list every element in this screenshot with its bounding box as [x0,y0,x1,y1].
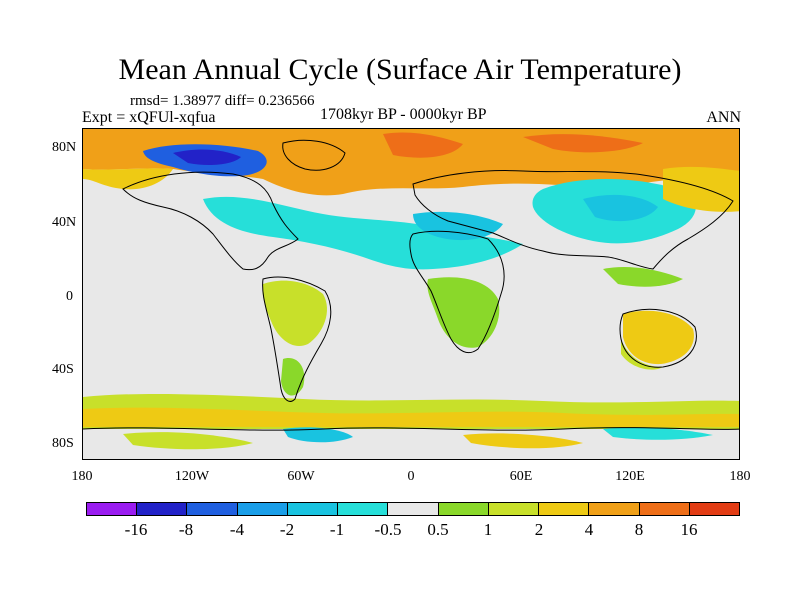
pacific-warm-band [663,166,739,212]
antarctica-cool-east [603,427,713,440]
coast-australia [619,308,697,368]
antarctica-mixed [83,429,739,459]
temperature-anomaly-map [83,129,739,459]
colorbar-swatch [689,503,740,515]
colorbar-label: 16 [680,520,698,539]
lon-label-60e: 60E [509,469,533,484]
indonesia-green [603,267,683,287]
colorbar-label: 4 [584,520,594,539]
coast-south-america [262,276,332,402]
map-panel [82,128,740,460]
colorbar-swatch [237,503,288,515]
colorbar-swatch [589,503,640,515]
lon-label-60w: 60W [287,469,315,484]
australia-green-edge [621,339,663,370]
lon-label-120w: 120W [174,469,210,484]
figure-title: Mean Annual Cycle (Surface Air Temperatu… [118,53,682,86]
mideast-cool-region [413,211,503,241]
africa-warm [427,277,500,348]
colorbar-swatch [137,503,188,515]
colorbar-label: 1 [483,520,493,539]
colorbar-label: -2 [279,520,295,539]
coast-eurasia [412,170,734,270]
southern-ocean-yellow [83,407,739,427]
colorbar-swatch [338,503,389,515]
south-america-warm [262,280,328,347]
coastlines [83,139,739,431]
lat-label-40n: 40N [52,215,77,230]
antarctica-cool-patch [283,427,353,443]
colorbar-swatch [287,503,339,515]
asia-cooler-core [583,194,658,222]
colorbar-label: 2 [534,520,544,539]
north-pacific-yellow [83,168,173,190]
colorbar-swatch [539,503,590,515]
colorbar-swatch [187,503,238,515]
canada-very-cold-core [173,149,241,165]
colorbar-label: 0.5 [427,520,449,539]
stats-label: rmsd= 1.38977 diff= 0.236566 [130,93,315,109]
lon-label-0: 0 [407,469,415,484]
colorbar-swatch [438,503,489,515]
colorbar [86,502,740,516]
lon-label-180e: 180 [729,469,751,484]
lat-label-80s: 80S [52,436,74,451]
antarctica-warm-patch [123,432,253,450]
colorbar-swatch [388,503,439,515]
coast-antarctica [83,427,739,431]
colorbar-label: -0.5 [374,520,402,539]
lat-label-0: 0 [66,289,73,304]
experiment-label: Expt = xQFUl-xqfua [82,109,216,126]
colorbar-label: -16 [124,520,148,539]
coast-north-america [122,171,299,271]
colorbar-swatch [87,503,138,515]
lon-label-120e: 120E [615,469,645,484]
season-label: ANN [706,109,741,126]
colorbar-label: -8 [178,520,194,539]
coast-africa [409,230,505,354]
colorbar-label: -1 [329,520,345,539]
lat-label-80n: 80N [52,140,77,155]
lon-label-180w: 180 [71,469,93,484]
period-label: 1708kyr BP - 0000kyr BP [320,106,487,123]
colorbar-swatch [639,503,690,515]
arctic-hot-spot [383,132,463,158]
colorbar-label: 8 [634,520,644,539]
siberia-hot-spot [523,134,643,153]
australia-warm [623,310,694,365]
colorbar-label: -4 [229,520,245,539]
coast-greenland [282,139,346,171]
south-america-green [281,358,305,396]
lat-label-40s: 40S [52,362,74,377]
antarctica-warm-east [463,433,583,449]
colorbar-swatch [488,503,540,515]
north-atlantic-cool-band [203,196,523,270]
